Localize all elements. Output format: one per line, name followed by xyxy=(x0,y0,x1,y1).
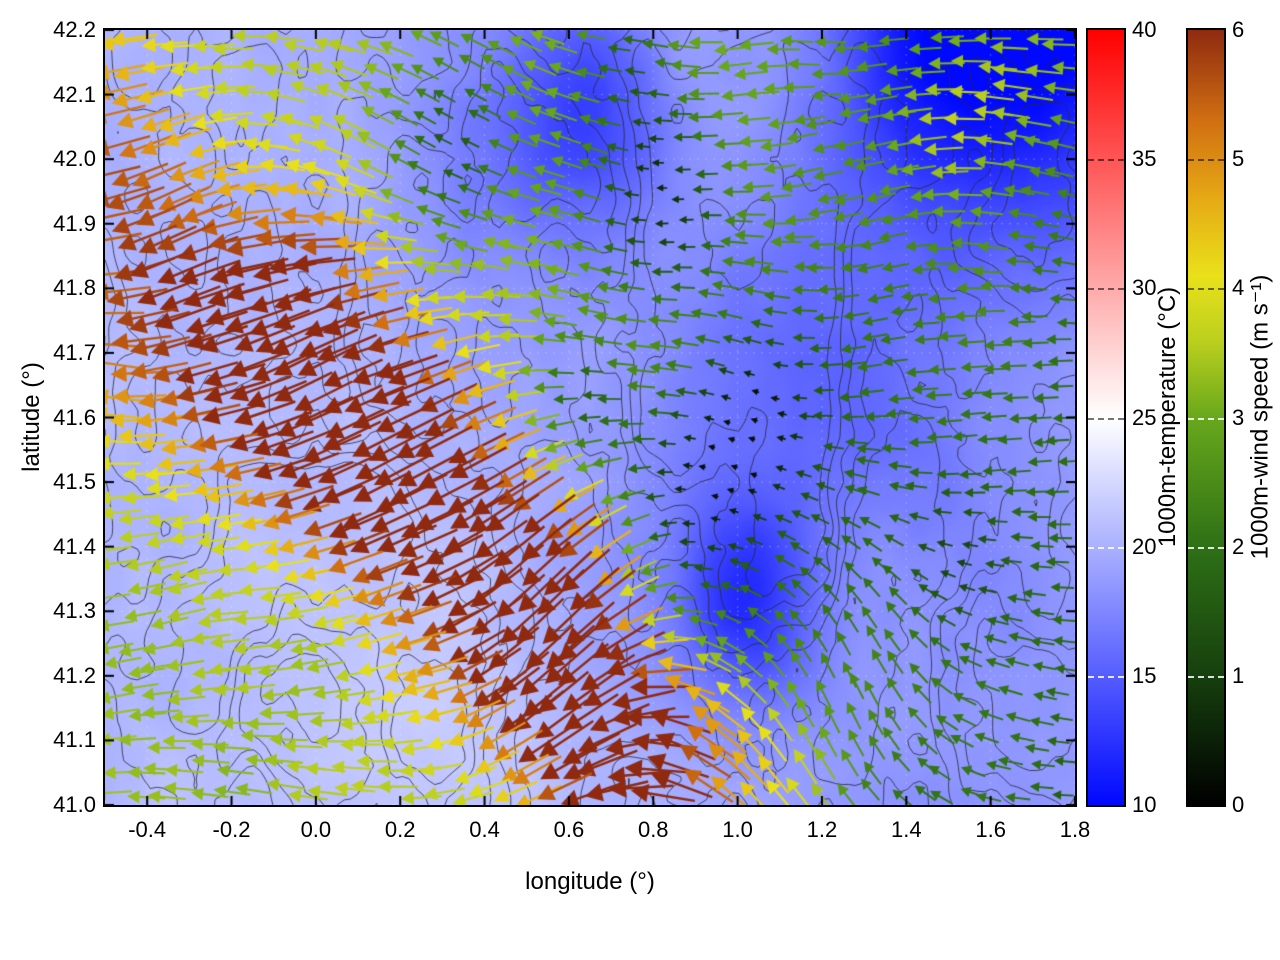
temperature-colorbar-tick-label: 40 xyxy=(1132,17,1157,42)
temperature-colorbar-tick-label: 20 xyxy=(1132,533,1157,559)
temperature-colorbar-tick-label: 15 xyxy=(1132,662,1157,688)
temperature-colorbar-tick-mark xyxy=(1088,159,1124,162)
x-tick-label: 0.6 xyxy=(553,817,585,842)
plot-area xyxy=(103,28,1077,807)
wind-colorbar-tick-label: 3 xyxy=(1232,404,1245,430)
wind-colorbar-tick-label: 6 xyxy=(1232,17,1245,42)
wind-colorbar-tick-mark xyxy=(1188,675,1224,678)
field-canvas xyxy=(105,30,1075,805)
x-tick-label: 0.2 xyxy=(384,817,416,842)
wind-colorbar-tick-mark xyxy=(1188,546,1224,549)
y-tick-label: 42.1 xyxy=(53,81,96,107)
y-tick-label: 41.2 xyxy=(53,662,96,688)
x-tick-label: 1.2 xyxy=(806,817,838,842)
x-tick-label: 1.0 xyxy=(722,817,753,842)
y-tick-label: 41.4 xyxy=(53,533,96,559)
temperature-colorbar-tick-mark xyxy=(1088,288,1124,291)
y-tick-label: 41.3 xyxy=(53,598,96,624)
temperature-colorbar-tick-label: 25 xyxy=(1132,404,1157,430)
wind-colorbar-title: 1000m-wind speed (m s⁻¹) xyxy=(1246,274,1274,560)
wind-colorbar-tick-mark xyxy=(1188,288,1224,291)
y-tick-label: 41.0 xyxy=(53,792,96,817)
y-tick-label: 41.1 xyxy=(53,727,96,753)
y-tick-label: 41.8 xyxy=(53,275,96,301)
temperature-colorbar-tick-label: 10 xyxy=(1132,792,1157,817)
y-tick-label: 41.7 xyxy=(53,339,96,365)
temperature-colorbar-tick-label: 35 xyxy=(1132,146,1157,172)
x-tick-label: -0.4 xyxy=(128,817,167,842)
wind-colorbar-tick-label: 0 xyxy=(1232,792,1245,817)
y-tick-label: 42.2 xyxy=(53,17,96,42)
temperature-colorbar-tick-label: 30 xyxy=(1132,275,1157,301)
temperature-colorbar-tick-mark xyxy=(1088,675,1124,678)
temperature-colorbar xyxy=(1086,28,1126,807)
x-tick-label: -0.2 xyxy=(212,817,251,842)
y-tick-label: 41.9 xyxy=(53,210,96,236)
x-tick-label: 1.6 xyxy=(975,817,1006,842)
wind-colorbar-tick-label: 2 xyxy=(1232,533,1245,559)
temperature-colorbar-tick-mark xyxy=(1088,417,1124,420)
y-tick-label: 41.6 xyxy=(53,404,96,430)
x-tick-label: 1.4 xyxy=(891,817,922,842)
wind-colorbar-tick-label: 4 xyxy=(1232,275,1245,301)
temperature-colorbar-title: 1000m-temperature (°C) xyxy=(1154,286,1181,548)
x-tick-label: 0.8 xyxy=(637,817,669,842)
wind-colorbar-tick-label: 5 xyxy=(1232,146,1245,172)
temperature-colorbar-tick-mark xyxy=(1088,546,1124,549)
x-tick-label: 0.4 xyxy=(469,817,500,842)
y-tick-label: 42.0 xyxy=(53,146,96,172)
wind-colorbar xyxy=(1186,28,1226,807)
x-axis-title: longitude (°) xyxy=(525,868,655,895)
wind-colorbar-tick-label: 1 xyxy=(1232,662,1245,688)
y-tick-label: 41.5 xyxy=(53,469,96,495)
wind-colorbar-tick-mark xyxy=(1188,159,1224,162)
x-tick-label: 1.8 xyxy=(1059,817,1091,842)
wind-colorbar-tick-mark xyxy=(1188,417,1224,420)
x-tick-label: 0.0 xyxy=(300,817,332,842)
